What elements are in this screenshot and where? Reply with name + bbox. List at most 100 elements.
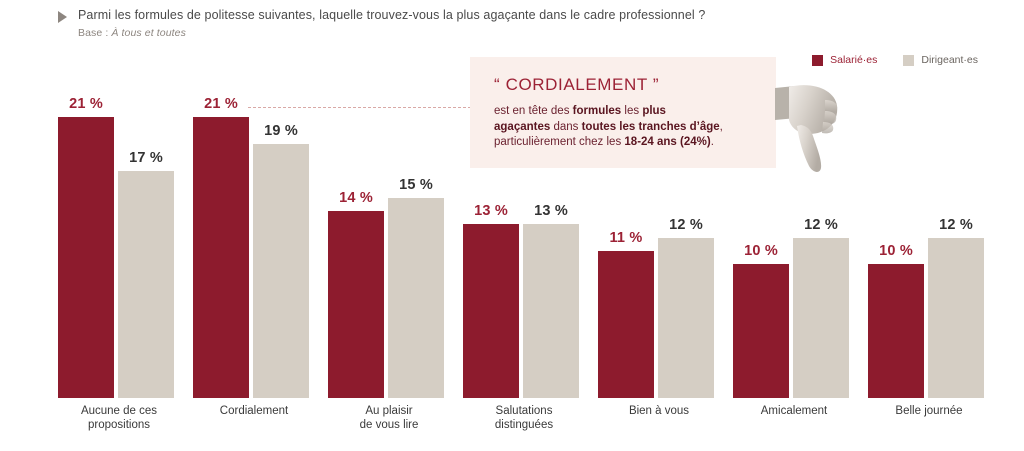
category-label-0: Aucune de ces propositions: [48, 404, 190, 432]
bar-value-dirigeants-4: 12 %: [669, 217, 703, 233]
category-label-line: Amicalement: [760, 405, 828, 417]
bar-salaries-0[interactable]: 21 %: [58, 58, 114, 398]
bar-rect-salaries-2: [328, 211, 384, 398]
callout-title: “ CORDIALEMENT ”: [494, 75, 660, 94]
bar-pair-4: 11 % 12 %: [598, 58, 720, 398]
bar-pair-1: 21 % 19 %: [193, 58, 315, 398]
bar-group-2: 14 % 15 % Au plaisir de vous lire: [328, 58, 450, 431]
bar-rect-dirigeants-4: [658, 238, 714, 398]
bar-salaries-4[interactable]: 11 %: [598, 58, 654, 398]
bar-salaries-1[interactable]: 21 %: [193, 58, 249, 398]
base-value: À tous et toutes: [111, 27, 186, 39]
callout-text-bold: 18-24 ans (24%): [624, 136, 711, 148]
callout-text: est en tête des: [494, 105, 573, 117]
bar-salaries-3[interactable]: 13 %: [463, 58, 519, 398]
bar-group-3: 13 % 13 % Salutations distinguées: [463, 58, 585, 431]
bar-pair-2: 14 % 15 %: [328, 58, 450, 398]
title-row: Parmi les formules de politesse suivante…: [58, 8, 858, 23]
base-subtitle: Base : À tous et toutes: [78, 27, 858, 39]
callout-body: est en tête des formules les plus agaçan…: [494, 104, 754, 151]
category-label-2: Au plaisir de vous lire: [318, 404, 460, 432]
category-label-line: propositions: [87, 419, 150, 431]
bar-value-dirigeants-6: 12 %: [939, 217, 973, 233]
bar-rect-salaries-3: [463, 224, 519, 398]
page-title: Parmi les formules de politesse suivante…: [78, 8, 706, 22]
chart-header: Parmi les formules de politesse suivante…: [58, 8, 858, 39]
callout-text-bold: plus: [642, 105, 666, 117]
category-label-line: Salutations: [495, 405, 553, 417]
category-label-line: Bien à vous: [628, 405, 690, 417]
bar-rect-salaries-0: [58, 117, 114, 398]
bar-dirigeants-0[interactable]: 17 %: [118, 58, 174, 398]
bar-group-6: 10 % 12 % Belle journée: [868, 58, 990, 417]
chart-legend: Salarié·es Dirigeant·es: [812, 54, 978, 66]
bar-rect-salaries-6: [868, 264, 924, 398]
bar-rect-dirigeants-2: [388, 198, 444, 398]
bar-dirigeants-2[interactable]: 15 %: [388, 58, 444, 398]
bar-group-1: 21 % 19 % Cordialement: [193, 58, 315, 417]
bar-dirigeants-4[interactable]: 12 %: [658, 58, 714, 398]
category-label-line: de vous lire: [359, 419, 419, 431]
bar-dirigeants-5[interactable]: 12 %: [793, 58, 849, 398]
bar-rect-salaries-5: [733, 264, 789, 398]
annotation-callout: “ CORDIALEMENT ” est en tête des formule…: [470, 57, 776, 168]
category-label-line: Au plaisir: [365, 405, 413, 417]
bar-value-dirigeants-0: 17 %: [129, 150, 163, 166]
bar-value-dirigeants-3: 13 %: [534, 203, 568, 219]
bar-group-4: 11 % 12 % Bien à vous: [598, 58, 720, 417]
bar-value-salaries-0: 21 %: [69, 96, 103, 112]
callout-text: .: [710, 136, 714, 148]
category-label-3: Salutations distinguées: [453, 404, 595, 432]
bar-rect-dirigeants-3: [523, 224, 579, 398]
bar-pair-5: 10 % 12 %: [733, 58, 855, 398]
category-label-line: distinguées: [494, 419, 554, 431]
bar-salaries-6[interactable]: 10 %: [868, 58, 924, 398]
bar-value-salaries-1: 21 %: [204, 96, 238, 112]
callout-text: dans: [550, 120, 582, 133]
category-label-5: Amicalement: [723, 404, 865, 418]
thumbs-down-hand-image: [775, 85, 838, 172]
category-label-1: Cordialement: [183, 404, 325, 418]
bar-pair-0: 21 % 17 %: [58, 58, 180, 398]
category-label-4: Bien à vous: [588, 404, 730, 418]
bar-group-5: 10 % 12 % Amicalement: [733, 58, 855, 417]
bar-dirigeants-6[interactable]: 12 %: [928, 58, 984, 398]
bar-rect-salaries-1: [193, 117, 249, 398]
callout-text-bold: agaçantes: [494, 120, 551, 133]
bar-salaries-2[interactable]: 14 %: [328, 58, 384, 398]
triangle-right-icon: [58, 11, 67, 23]
bar-dirigeants-1[interactable]: 19 %: [253, 58, 309, 398]
base-label: Base :: [78, 27, 112, 39]
callout-text: ,: [719, 120, 723, 133]
bar-value-salaries-4: 11 %: [609, 230, 643, 246]
callout-text: particulièrement chez les: [494, 136, 625, 148]
legend-swatch-icon-salaries: [812, 54, 824, 66]
bar-rect-dirigeants-5: [793, 238, 849, 398]
callout-text-bold: toutes les tranches d’âge: [581, 120, 720, 133]
bar-dirigeants-3[interactable]: 13 %: [523, 58, 579, 398]
bar-value-dirigeants-1: 19 %: [264, 123, 298, 139]
bar-value-salaries-5: 10 %: [744, 243, 778, 259]
bar-rect-dirigeants-0: [118, 171, 174, 398]
category-label-line: Cordialement: [219, 405, 289, 417]
bar-rect-dirigeants-6: [928, 238, 984, 398]
bar-pair-6: 10 % 12 %: [868, 58, 990, 398]
legend-item-salaries[interactable]: Salarié·es: [812, 54, 877, 66]
bar-value-salaries-2: 14 %: [339, 190, 373, 206]
bar-rect-dirigeants-1: [253, 144, 309, 398]
category-label-line: Aucune de ces: [80, 405, 158, 417]
bar-value-salaries-3: 13 %: [474, 203, 508, 219]
bar-value-salaries-6: 10 %: [879, 243, 913, 259]
legend-swatch-icon-dirigeants: [903, 54, 915, 66]
legend-label-dirigeants: Dirigeant·es: [921, 54, 978, 66]
category-label-6: Belle journée: [858, 404, 1000, 418]
callout-text: les: [621, 105, 643, 117]
bar-salaries-5[interactable]: 10 %: [733, 58, 789, 398]
legend-item-dirigeants[interactable]: Dirigeant·es: [903, 54, 978, 66]
bar-rect-salaries-4: [598, 251, 654, 398]
bar-group-0: 21 % 17 % Aucune de ces propositions: [58, 58, 180, 431]
bar-value-dirigeants-2: 15 %: [399, 177, 433, 193]
bar-pair-3: 13 % 13 %: [463, 58, 585, 398]
category-label-line: Belle journée: [895, 405, 963, 417]
